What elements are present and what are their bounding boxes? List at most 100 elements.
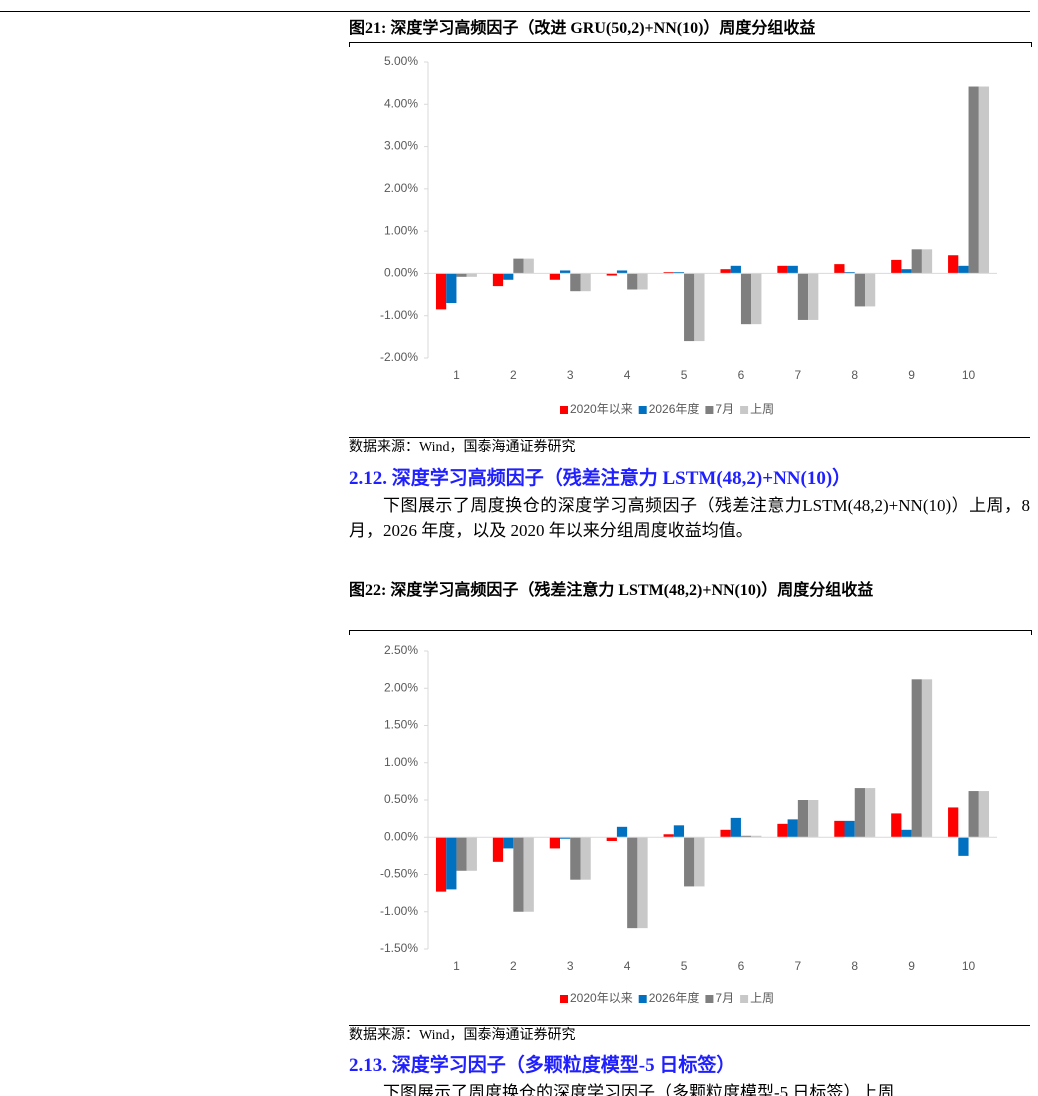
bar (901, 269, 912, 274)
bar (797, 273, 809, 320)
caption-rule (349, 630, 1032, 635)
y-tick-label: 1.00% (384, 755, 418, 769)
bar (606, 837, 617, 841)
section-heading: 2.13. 深度学习因子（多颗粒度模型-5 日标签） (349, 1055, 736, 1076)
x-tick-label: 9 (908, 368, 915, 382)
bar (911, 679, 922, 838)
bar (435, 837, 447, 892)
legend-label: 上周 (750, 991, 774, 1005)
bar (978, 791, 990, 838)
bar (663, 834, 674, 838)
bar (720, 269, 731, 274)
bar (740, 273, 752, 325)
bar (549, 837, 561, 849)
figure-caption: 图21: 深度学习高频因子（改进 GRU(50,2)+NN(10)）周度分组收益 (349, 20, 816, 37)
bar (968, 791, 979, 838)
y-tick-label: -1.50% (380, 941, 418, 955)
bar (673, 272, 685, 274)
bar (864, 788, 876, 838)
y-tick-label: -1.00% (380, 308, 418, 322)
caption-rule (349, 42, 1032, 47)
y-tick-label: 0.00% (384, 829, 418, 843)
bar (637, 837, 648, 929)
bar (663, 272, 674, 274)
x-tick-label: 2 (510, 368, 517, 382)
bar (834, 820, 845, 838)
bar (948, 807, 959, 838)
bar (844, 272, 855, 274)
y-tick-label: 3.00% (384, 139, 418, 153)
bar (958, 837, 969, 856)
bar (673, 825, 685, 838)
bar (513, 258, 524, 274)
bar (606, 273, 617, 276)
bar (921, 249, 933, 274)
y-tick-label: 2.00% (384, 181, 418, 195)
bar (627, 273, 638, 290)
figure-caption: 图22: 深度学习高频因子（残差注意力 LSTM(48,2)+NN(10)）周度… (349, 582, 874, 599)
legend-label: 7月 (715, 402, 734, 416)
bar (854, 788, 865, 838)
bar (513, 837, 524, 912)
bar (978, 86, 990, 274)
x-tick-label: 10 (962, 368, 976, 382)
legend-swatch (705, 995, 714, 1003)
y-tick-label: 1.00% (384, 223, 418, 237)
y-tick-label: -2.00% (380, 350, 418, 364)
paragraph: 下图展示了周度换仓的深度学习高频因子（残差注意力LSTM(48,2)+NN(10… (349, 496, 1030, 540)
y-tick-label: 2.00% (384, 680, 418, 694)
y-tick-label: 2.50% (384, 643, 418, 657)
bar (948, 255, 959, 274)
bar (523, 837, 534, 912)
legend-swatch (740, 995, 749, 1003)
bar (492, 273, 504, 287)
bar (580, 273, 591, 292)
bar (730, 817, 741, 838)
bar (834, 264, 845, 274)
bar (560, 837, 571, 839)
bar (777, 265, 788, 274)
legend-swatch (638, 406, 647, 414)
bar (570, 837, 581, 880)
bar (958, 265, 969, 274)
x-tick-label: 8 (851, 959, 858, 973)
bar (435, 273, 447, 310)
bar (549, 273, 561, 280)
top-rule (0, 11, 1030, 12)
source-note: 数据来源：Wind，国泰海通证券研究 (349, 440, 576, 455)
x-tick-label: 2 (510, 959, 517, 973)
x-tick-label: 6 (738, 368, 745, 382)
bar (891, 259, 902, 274)
x-tick-label: 5 (681, 368, 688, 382)
bar (901, 829, 912, 838)
x-tick-label: 3 (567, 368, 574, 382)
bar (492, 837, 504, 862)
y-tick-label: 0.00% (384, 266, 418, 280)
bar (456, 837, 467, 871)
legend-swatch (705, 406, 714, 414)
bar (684, 837, 695, 887)
x-tick-label: 1 (453, 959, 460, 973)
bar (694, 837, 705, 887)
y-tick-label: 4.00% (384, 96, 418, 110)
bar (720, 829, 731, 838)
x-tick-label: 10 (962, 959, 976, 973)
bar (787, 819, 798, 838)
legend-label: 7月 (715, 991, 734, 1005)
legend-swatch (740, 406, 749, 414)
x-tick-label: 4 (624, 368, 631, 382)
x-tick-label: 6 (738, 959, 745, 973)
bar (740, 835, 752, 838)
bar (730, 265, 741, 274)
bar (466, 273, 477, 277)
y-tick-label: 0.50% (384, 792, 418, 806)
x-tick-label: 9 (908, 959, 915, 973)
bar (751, 273, 762, 325)
bar (787, 265, 798, 274)
legend-label: 上周 (750, 402, 774, 416)
bar (616, 270, 628, 274)
bar (854, 273, 865, 307)
bar (456, 273, 467, 277)
bar (891, 813, 902, 838)
source-rule (349, 1025, 1030, 1026)
